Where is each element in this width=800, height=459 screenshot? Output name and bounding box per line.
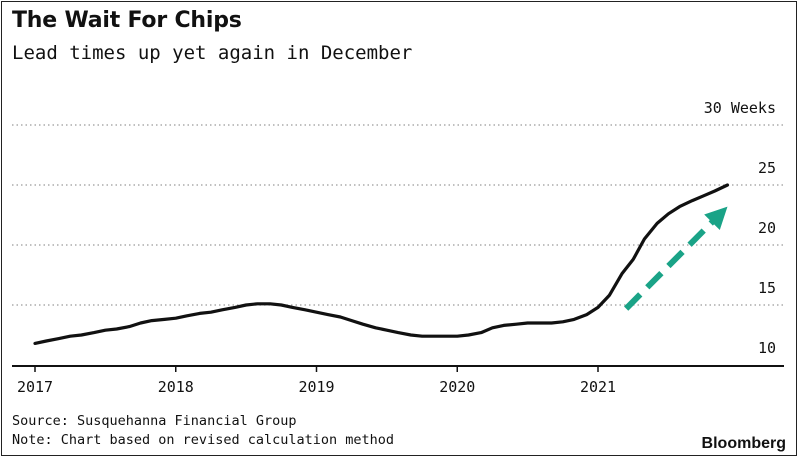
y-tick-label-25: 25	[758, 159, 776, 177]
x-tick-label-2018: 2018	[158, 378, 194, 396]
x-tick-label-2017: 2017	[17, 378, 53, 396]
bloomberg-logo: Bloomberg	[701, 435, 786, 452]
y-tick-label-15: 15	[758, 279, 776, 297]
y-tick-label-10: 10	[758, 339, 776, 357]
y-tick-label-20: 20	[758, 219, 776, 237]
x-tick-label-2019: 2019	[298, 378, 334, 396]
y-tick-label-30: 30 Weeks	[704, 99, 776, 117]
chart-subtitle: Lead times up yet again in December	[12, 42, 413, 64]
arrow-head	[704, 206, 728, 230]
x-axis: 2017 2018 2019 2020 2021	[12, 365, 784, 396]
x-tick-label-2020: 2020	[439, 378, 475, 396]
y-axis-ticks: 10 15 20 25 30 Weeks	[704, 99, 776, 357]
source-note: Source: Susquehanna Financial Group	[12, 413, 297, 429]
x-tick-label-2021: 2021	[580, 378, 616, 396]
series-layer	[33, 183, 730, 345]
arrow-shaft	[624, 216, 718, 311]
trend-arrow	[624, 206, 728, 311]
chart-title: The Wait For Chips	[12, 8, 242, 33]
chart-notes: Source: Susquehanna Financial Group Note…	[12, 412, 394, 450]
series-line-0	[33, 183, 730, 345]
method-note: Note: Chart based on revised calculation…	[12, 432, 395, 448]
